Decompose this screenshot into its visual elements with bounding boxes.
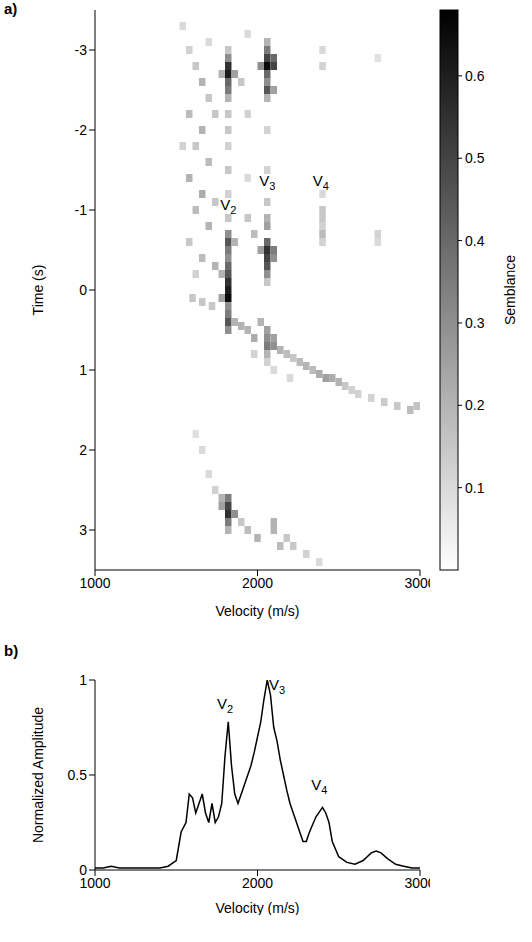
svg-text:0.2: 0.2 [465, 397, 485, 413]
svg-text:V4: V4 [313, 172, 329, 192]
svg-text:0.5: 0.5 [465, 150, 485, 166]
svg-text:2000: 2000 [242, 575, 273, 591]
svg-text:1000: 1000 [79, 874, 111, 891]
svg-text:0: 0 [79, 282, 87, 298]
svg-text:Time (s): Time (s) [30, 265, 46, 316]
svg-text:2000: 2000 [242, 875, 273, 891]
svg-text:0: 0 [79, 862, 87, 878]
svg-text:1: 1 [79, 362, 87, 378]
svg-text:2: 2 [79, 442, 87, 458]
svg-text:0.5: 0.5 [68, 767, 88, 783]
svg-text:0.1: 0.1 [465, 480, 485, 496]
svg-text:V3: V3 [269, 676, 285, 696]
svg-text:-2: -2 [75, 122, 88, 138]
svg-text:V4: V4 [311, 776, 327, 796]
svg-text:3000: 3000 [404, 875, 430, 891]
html-text:b): b) [4, 642, 19, 659]
svg-text:0.3: 0.3 [465, 315, 485, 331]
svg-text:-3: -3 [75, 42, 88, 58]
svg-text:0.6: 0.6 [465, 68, 485, 84]
svg-text:V3: V3 [259, 172, 275, 192]
svg-text:Semblance: Semblance [502, 255, 518, 325]
svg-text:1: 1 [79, 672, 87, 688]
svg-text:-1: -1 [75, 202, 88, 218]
svg-text:3000: 3000 [404, 575, 430, 591]
svg-text:1000: 1000 [79, 575, 110, 591]
svg-text:Normalized Amplitude: Normalized Amplitude [30, 707, 46, 843]
svg-text:Velocity (m/s): Velocity (m/s) [215, 603, 299, 619]
svg-text:3: 3 [79, 522, 87, 538]
svg-text:V2: V2 [220, 196, 236, 216]
svg-text:Velocity (m/s): Velocity (m/s) [215, 900, 299, 915]
svg-text:0.4: 0.4 [465, 233, 485, 249]
html-text:a): a) [4, 0, 18, 17]
svg-text:V2: V2 [217, 695, 233, 715]
